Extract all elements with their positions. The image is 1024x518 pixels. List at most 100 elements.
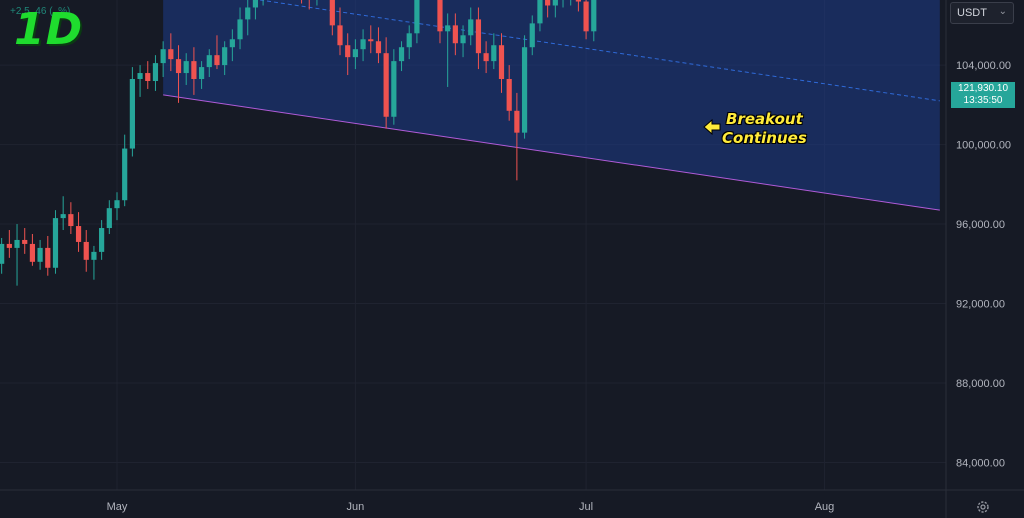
candle	[114, 192, 120, 221]
candle	[391, 49, 397, 125]
candle-body	[537, 0, 543, 24]
candle-body	[229, 39, 235, 48]
candle-body	[368, 39, 374, 42]
candle-body	[45, 247, 51, 268]
candle-body	[106, 208, 112, 229]
candle-body	[445, 25, 451, 32]
candle-body	[168, 49, 174, 60]
candle-body	[145, 73, 151, 81]
candle	[437, 0, 443, 44]
candle	[198, 61, 205, 89]
candle	[529, 15, 535, 56]
x-tick-label: Jun	[347, 501, 365, 513]
candle-body	[91, 251, 97, 260]
y-tick-label: 100,000.00	[956, 140, 1011, 152]
candle	[214, 35, 220, 70]
candle	[552, 0, 558, 18]
candle	[60, 196, 66, 231]
candle	[222, 41, 228, 76]
candle-body	[245, 7, 251, 20]
candle-body	[475, 19, 482, 54]
candle-body	[252, 0, 259, 8]
candle	[352, 39, 358, 70]
candle-body	[37, 247, 43, 262]
candle-body	[591, 0, 597, 32]
candle	[537, 0, 543, 32]
candle	[168, 33, 174, 72]
candle-body	[0, 243, 5, 264]
last-price-label: 121,930.10 13:35:50	[951, 82, 1015, 108]
currency-value: USDT	[957, 7, 987, 19]
candle	[460, 25, 466, 58]
x-tick-label: May	[107, 501, 128, 513]
candle	[337, 7, 343, 56]
candle	[175, 45, 182, 103]
gear-icon[interactable]	[976, 500, 990, 514]
candles	[0, 0, 597, 286]
candle	[406, 25, 412, 60]
price-change-readout: +2,5..46 (..%)	[10, 6, 71, 17]
candle	[37, 239, 43, 270]
candle-body	[383, 53, 389, 117]
candle-body	[14, 239, 20, 248]
channel-lower-line	[163, 94, 940, 211]
candle	[575, 0, 581, 12]
candle	[483, 41, 489, 74]
candle	[137, 65, 143, 97]
candle-body	[83, 241, 89, 260]
x-tick-label: Aug	[815, 501, 835, 513]
candle	[583, 0, 589, 40]
candle-body	[75, 226, 82, 242]
candle-body	[337, 25, 343, 46]
bar-countdown: 13:35:50	[963, 95, 1003, 106]
last-price-value: 121,930.10	[957, 83, 1009, 94]
candle	[414, 0, 420, 44]
candle	[491, 33, 497, 70]
candle	[14, 224, 20, 286]
candle	[91, 245, 97, 280]
candle	[160, 41, 166, 78]
candle	[252, 0, 259, 20]
candle	[445, 13, 451, 87]
candle-body	[6, 243, 12, 248]
candle-body	[129, 79, 135, 149]
candle-body	[437, 0, 443, 32]
candle-body	[206, 55, 212, 68]
candle-body	[398, 47, 405, 62]
candle-body	[360, 39, 366, 50]
candle	[22, 228, 28, 254]
candle	[562, 0, 564, 8]
candle	[129, 67, 135, 157]
candle	[468, 7, 474, 46]
descending-channel	[163, 0, 940, 211]
candle	[122, 134, 128, 207]
candle	[52, 210, 59, 274]
candle-body	[114, 200, 120, 209]
candle	[570, 0, 572, 6]
candle	[475, 7, 482, 70]
candle-body	[352, 49, 358, 58]
currency-selector[interactable]: USDT ⌄	[950, 2, 1014, 24]
candle	[398, 41, 405, 72]
y-tick-label: 92,000.00	[956, 299, 1005, 311]
candle-body	[122, 148, 128, 201]
candle	[308, 0, 310, 10]
candle-body	[160, 49, 166, 64]
candle-body	[375, 41, 382, 54]
candle	[237, 7, 243, 50]
candle-body	[137, 73, 143, 80]
candle	[514, 92, 520, 181]
candle-body	[583, 1, 589, 32]
chevron-down-icon: ⌄	[998, 6, 1007, 17]
candle-body	[468, 19, 474, 36]
candle	[99, 220, 105, 260]
candle	[498, 33, 505, 93]
candle-body	[329, 0, 335, 26]
candle-body	[506, 79, 512, 111]
candle	[375, 27, 382, 64]
candle-body	[152, 63, 159, 81]
timeframe-label: 1D	[14, 4, 84, 55]
candle-body	[575, 0, 581, 2]
